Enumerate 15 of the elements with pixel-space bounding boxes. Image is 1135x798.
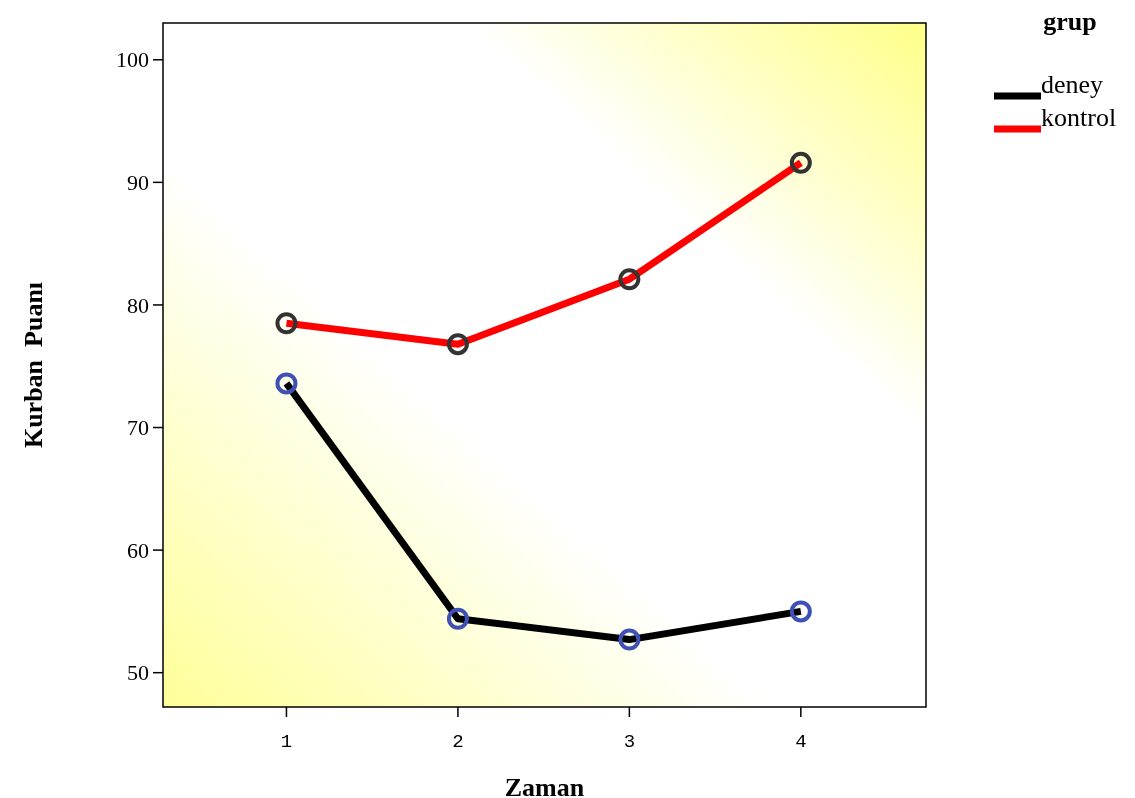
legend-label: kontrol — [1041, 103, 1117, 132]
x-axis-title: Zaman — [504, 773, 585, 798]
y-tick-label: 100 — [116, 47, 149, 73]
y-tick-label: 90 — [127, 170, 149, 196]
x-tick-label: 3 — [623, 731, 636, 753]
x-tick-label: 1 — [280, 731, 293, 753]
y-tick-label: 50 — [127, 660, 149, 686]
y-tick-label: 70 — [127, 415, 149, 441]
legend-title: grup — [1043, 7, 1097, 36]
x-tick-label: 4 — [795, 731, 807, 753]
x-tick-label: 2 — [452, 731, 464, 753]
y-tick-label: 60 — [127, 537, 149, 563]
y-axis-title: Kurban Puanı — [19, 281, 48, 449]
legend-label: deney — [1041, 70, 1104, 99]
y-tick-label: 80 — [127, 292, 149, 318]
